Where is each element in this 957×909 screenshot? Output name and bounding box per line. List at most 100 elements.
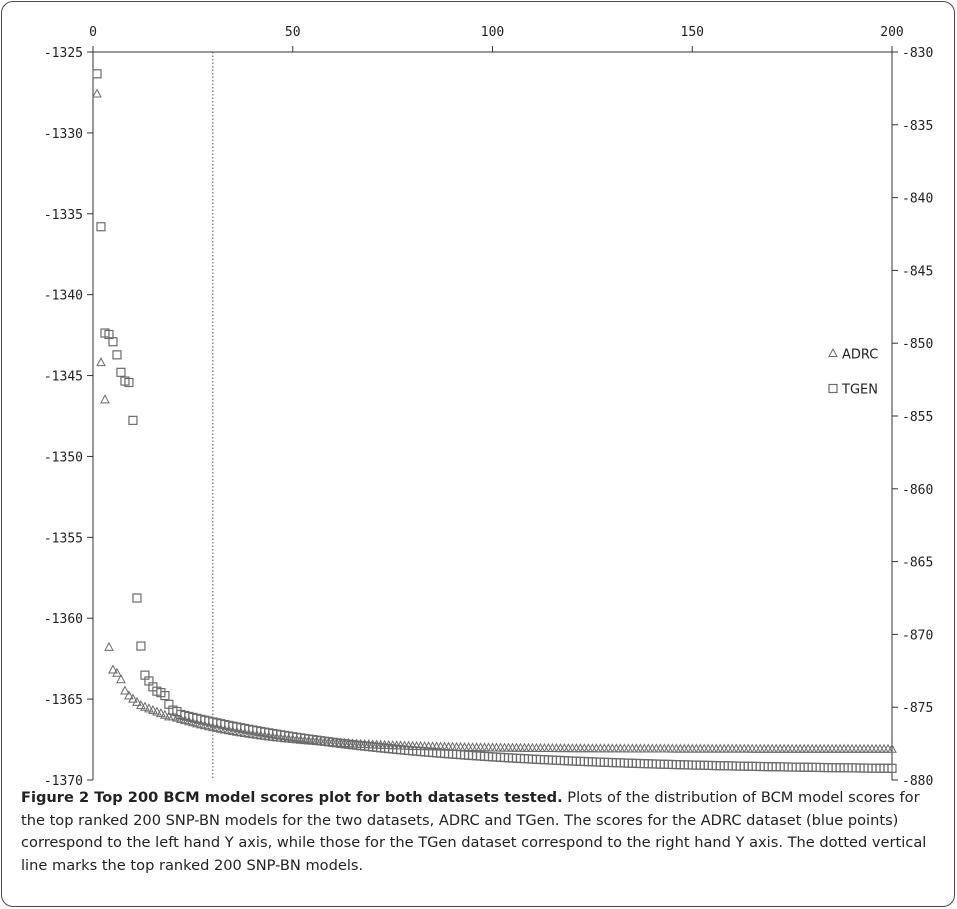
adrc-point <box>675 743 686 753</box>
adrc-point <box>116 674 126 684</box>
right-y-tick-label: -860 <box>902 483 933 498</box>
tgen-point <box>828 383 838 394</box>
adrc-point <box>875 743 885 753</box>
adrc-point <box>639 743 650 753</box>
adrc-point <box>735 743 746 753</box>
left-y-tick-label: -1325 <box>44 46 83 61</box>
adrc-point <box>92 88 102 98</box>
adrc-point <box>759 743 769 753</box>
adrc-point <box>124 690 134 700</box>
adrc-point <box>495 742 506 752</box>
adrc-point <box>831 743 841 753</box>
x-tick-label: 150 <box>681 25 704 40</box>
tgen-point <box>108 337 118 347</box>
left-y-tick-label: -1350 <box>44 450 83 465</box>
figure-caption: Figure 2 Top 200 BCM model scores plot f… <box>21 787 941 877</box>
adrc-point <box>619 743 630 753</box>
scatter-chart: 0 50 100 150 200 -1325 -1330 -1335 -1340 -1345 -13… <box>44 25 933 785</box>
left-y-tick-label: -1330 <box>44 127 83 142</box>
adrc-point <box>631 743 642 753</box>
adrc-point <box>144 703 154 713</box>
adrc-point <box>795 743 805 753</box>
adrc-point <box>707 743 718 753</box>
right-y-tick-label: -845 <box>902 264 933 279</box>
adrc-point <box>799 743 809 753</box>
adrc-point <box>647 743 658 753</box>
adrc-point <box>555 743 566 753</box>
adrc-point <box>771 743 781 753</box>
adrc-point <box>787 743 797 753</box>
adrc-point <box>140 701 150 711</box>
adrc-point <box>120 685 130 695</box>
adrc-point <box>503 742 514 752</box>
adrc-point <box>855 743 865 753</box>
adrc-point <box>535 742 546 752</box>
adrc-point <box>599 743 610 753</box>
legend-label-adrc: ADRC <box>842 348 878 363</box>
adrc-point <box>763 743 773 753</box>
right-y-tick-label: -880 <box>902 774 933 785</box>
adrc-point <box>695 743 706 753</box>
left-y-tick-label: -1370 <box>44 774 83 785</box>
adrc-point <box>491 742 502 752</box>
adrc-point <box>687 743 698 753</box>
adrc-point <box>563 743 574 753</box>
x-tick-label: 0 <box>89 25 97 40</box>
right-y-tick-label: -865 <box>902 556 933 571</box>
tgen-point <box>160 690 170 701</box>
adrc-point <box>791 743 801 753</box>
tgen-point <box>112 350 122 360</box>
adrc-point <box>779 743 789 753</box>
adrc-point <box>819 743 829 753</box>
adrc-point <box>703 743 714 753</box>
adrc-point <box>587 743 598 753</box>
adrc-point <box>160 709 170 719</box>
adrc-point <box>851 743 861 753</box>
right-y-tick-label: -840 <box>902 192 933 207</box>
adrc-point <box>655 743 666 753</box>
adrc-point <box>867 743 877 753</box>
adrc-point <box>847 743 857 753</box>
adrc-point <box>615 743 626 753</box>
right-y-tick-label: -855 <box>902 410 933 425</box>
adrc-point <box>559 743 570 753</box>
adrc-point <box>671 743 682 753</box>
left-y-tick-label: -1360 <box>44 612 83 627</box>
adrc-point <box>783 743 793 753</box>
tgen-point <box>136 641 146 651</box>
adrc-point <box>879 743 889 753</box>
adrc-point <box>739 743 750 753</box>
left-y-tick-label: -1355 <box>44 531 83 546</box>
right-y-tick-label: -830 <box>902 46 933 61</box>
adrc-point <box>607 743 618 753</box>
adrc-point <box>132 696 142 706</box>
x-tick-label: 200 <box>880 25 903 40</box>
tgen-point <box>124 377 134 388</box>
adrc-point <box>715 743 726 753</box>
left-y-tick-label: -1365 <box>44 693 83 708</box>
adrc-point <box>136 700 146 710</box>
adrc-point <box>152 706 162 716</box>
left-y-tick-label: -1345 <box>44 370 83 385</box>
adrc-point <box>148 704 158 714</box>
adrc-point <box>611 743 622 753</box>
adrc-point <box>100 394 110 404</box>
adrc-point <box>767 743 777 753</box>
adrc-point <box>112 667 122 677</box>
adrc-point <box>96 357 106 367</box>
right-y-tick-label: -835 <box>902 119 933 134</box>
adrc-point <box>595 743 606 753</box>
adrc-point <box>499 742 510 752</box>
adrc-point <box>887 743 897 753</box>
adrc-point <box>679 743 690 753</box>
adrc-point <box>128 693 138 703</box>
right-y-tick-label: -875 <box>902 701 933 716</box>
adrc-point <box>623 743 634 753</box>
adrc-point <box>659 743 670 753</box>
x-tick-label: 100 <box>481 25 504 40</box>
adrc-point <box>551 743 562 753</box>
adrc-point <box>531 742 542 752</box>
adrc-point <box>567 743 578 753</box>
tgen-point <box>96 222 106 232</box>
